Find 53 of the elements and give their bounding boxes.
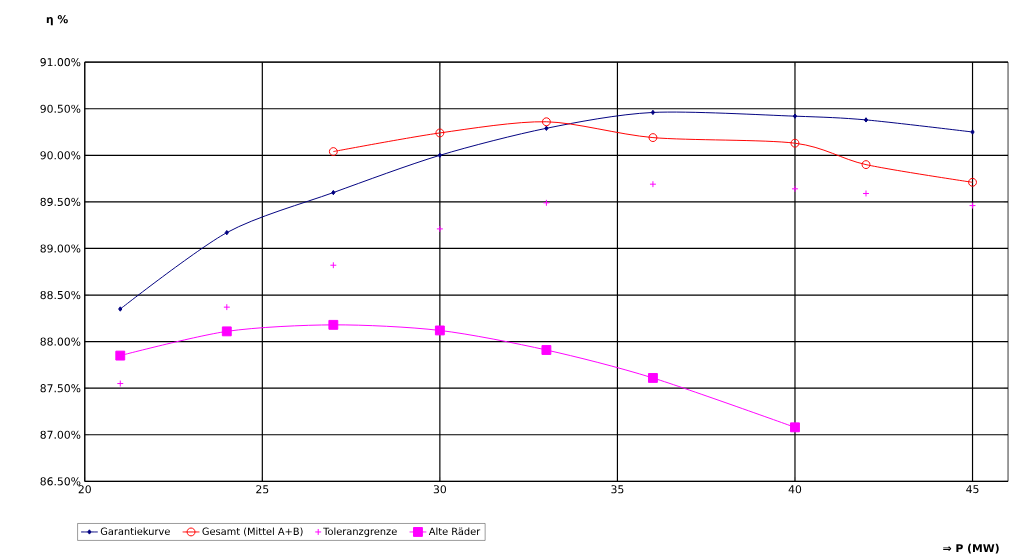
point (328, 319, 339, 330)
point (116, 379, 124, 387)
y-axis-title: η % (46, 14, 68, 26)
point (863, 117, 869, 123)
x-tick-label: 30 (433, 485, 447, 494)
point (861, 160, 871, 169)
point (792, 113, 798, 119)
x-axis-title: ⇒ P (MW) (943, 543, 999, 554)
x-tick-label: 25 (256, 485, 269, 494)
y-tick-label: 86.50% (40, 477, 81, 486)
legend-label: Alte Räder (428, 527, 481, 535)
y-tick-label: 89.50% (40, 197, 81, 206)
point (968, 177, 977, 187)
point (544, 125, 549, 131)
y-tick-label: 91.00% (40, 57, 81, 67)
point (223, 303, 231, 311)
point (648, 133, 658, 142)
point (434, 325, 445, 336)
x-tick-label: 35 (611, 485, 624, 494)
point (542, 199, 550, 207)
point (650, 109, 656, 115)
point (790, 138, 800, 148)
y-tick-label: 87.50% (40, 383, 81, 393)
x-tick-label: 45 (966, 485, 979, 494)
point (329, 261, 337, 269)
legend-label: Toleranzgrenze (323, 527, 397, 537)
point (118, 306, 123, 312)
y-tick-label: 90.50% (40, 104, 81, 113)
y-tick-label: 87.00% (40, 430, 81, 439)
point (970, 129, 975, 135)
point (115, 350, 126, 361)
point (221, 326, 232, 337)
point (331, 189, 336, 196)
legend-label: Gesamt (Mittel A+B) (202, 527, 303, 537)
point (224, 229, 229, 236)
point (435, 128, 445, 138)
point (436, 225, 444, 233)
y-tick-label: 89.00% (40, 244, 81, 253)
y-tick-label: 88.00% (40, 337, 81, 346)
point (862, 189, 870, 197)
x-tick-label: 20 (78, 485, 91, 494)
point (541, 117, 551, 127)
point (649, 180, 657, 188)
legend-label: Garantiekurve (100, 527, 170, 535)
point (648, 372, 658, 383)
y-tick-label: 90.00% (40, 151, 81, 160)
y-tick-label: 88.50% (40, 290, 81, 299)
point (541, 344, 552, 355)
point (328, 146, 338, 156)
point (791, 185, 799, 193)
point (790, 422, 800, 433)
point (437, 152, 442, 158)
x-tick-label: 40 (788, 485, 802, 494)
